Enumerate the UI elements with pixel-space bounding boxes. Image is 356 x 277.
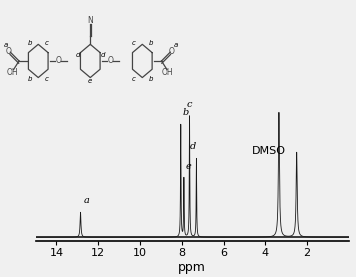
Text: e: e	[185, 162, 192, 171]
Text: d: d	[76, 52, 80, 58]
Text: OH: OH	[6, 68, 18, 78]
Text: N: N	[87, 16, 93, 25]
Text: b: b	[182, 109, 188, 117]
Text: DMSO: DMSO	[251, 146, 286, 156]
Text: b: b	[27, 40, 32, 46]
Text: O: O	[169, 47, 175, 56]
Text: O: O	[108, 56, 113, 65]
Text: d: d	[100, 52, 105, 58]
Text: O: O	[6, 47, 12, 56]
Text: b: b	[149, 76, 153, 82]
X-axis label: ppm: ppm	[178, 261, 206, 274]
Text: c: c	[45, 76, 49, 82]
Text: OH: OH	[162, 68, 174, 78]
Text: a: a	[84, 196, 90, 205]
Text: O: O	[55, 56, 61, 65]
Text: d: d	[189, 142, 196, 151]
Text: e: e	[88, 78, 93, 84]
Text: c: c	[45, 40, 49, 46]
Text: a: a	[174, 42, 178, 48]
Text: c: c	[132, 40, 136, 46]
Text: c: c	[187, 100, 192, 109]
Text: b: b	[149, 40, 153, 46]
Text: a: a	[4, 42, 8, 48]
Text: c: c	[132, 76, 136, 82]
Text: b: b	[27, 76, 32, 82]
